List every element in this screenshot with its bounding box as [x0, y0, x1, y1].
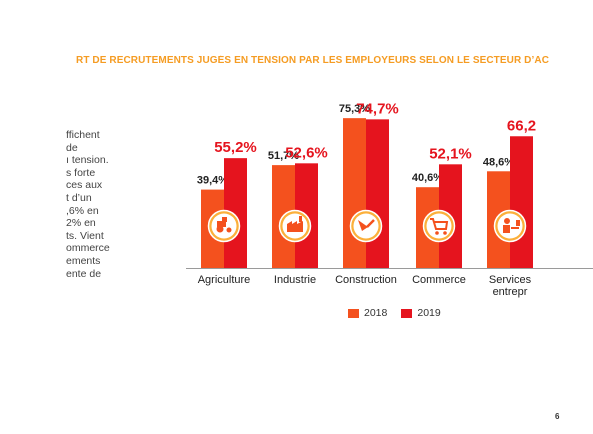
- tractor-wheel: [226, 227, 232, 233]
- tractor-body: [217, 221, 226, 227]
- chart-title: RT DE RECRUTEMENTS JUGÉS EN TENSION PAR …: [76, 55, 550, 66]
- trowel-handle: [366, 219, 375, 228]
- data-label-2019-5: 66,2: [507, 117, 536, 134]
- x-tick-label-2: Industrie: [274, 274, 316, 286]
- side-text-line: s forte: [66, 166, 96, 179]
- trowel-blade: [358, 220, 368, 231]
- factory-icon: [287, 216, 303, 232]
- desk-top: [511, 227, 519, 229]
- side-text-line: ,6% en: [66, 204, 99, 217]
- shopping-cart-icon: [430, 218, 449, 235]
- x-tick-label-5: Services: [489, 274, 532, 286]
- side-text-line: ommerce: [66, 242, 110, 255]
- x-tick-label-1: Agriculture: [198, 274, 251, 286]
- side-text-paragraph: ffichent de ı tension. s forte ces aux t…: [66, 129, 146, 280]
- side-text-line: 2% en: [66, 217, 96, 230]
- worker-head: [504, 218, 510, 224]
- worker-desk-icon: [503, 218, 520, 233]
- tractor-wheel: [216, 225, 224, 233]
- factory-shape: [287, 221, 303, 232]
- data-label-2019-1: 55,2%: [214, 139, 257, 156]
- page-number: 6: [555, 412, 560, 421]
- data-label-2018-3: 75,3%: [339, 103, 370, 115]
- side-text-line: ı tension.: [66, 154, 109, 167]
- side-text-line: de: [66, 141, 78, 154]
- worker-body: [503, 225, 510, 233]
- legend-swatch-2018: [348, 308, 359, 318]
- legend-label-2019: 2019: [417, 307, 441, 319]
- side-text-line: ts. Vient: [66, 229, 104, 242]
- data-label-2018-5: 48,6%: [483, 156, 514, 168]
- x-tick-label-4: Commerce: [412, 274, 466, 286]
- cart-wheel: [435, 231, 439, 235]
- data-label-2019-3: 74,7%: [356, 100, 399, 117]
- x-tick-label-3: Construction: [335, 274, 397, 286]
- cart-wheel: [443, 231, 447, 235]
- side-text-line: ente de: [66, 267, 102, 280]
- x-tick-label-5: entrepr: [493, 286, 528, 298]
- data-label-2018-4: 40,6%: [412, 172, 443, 184]
- side-text-line: ffichent: [66, 129, 100, 141]
- bar-2019-3: [366, 119, 389, 268]
- side-text-line: ements: [66, 254, 101, 267]
- cart-frame: [430, 218, 449, 230]
- legend-swatch-2019: [401, 308, 413, 318]
- trowel-icon: [358, 219, 375, 231]
- tractor-icon: [216, 217, 232, 233]
- tractor-cab: [222, 217, 227, 222]
- icon-inner-4: [426, 213, 452, 239]
- data-label-2019-4: 52,1%: [429, 145, 472, 162]
- side-text-line: ces aux: [66, 179, 103, 192]
- legend-label-2018: 2018: [364, 307, 388, 319]
- factory-chimney: [299, 216, 302, 222]
- bar-2019-5: [510, 136, 533, 268]
- legend-item-2018: 2018: [348, 307, 387, 319]
- data-label-2018-1: 39,4%: [197, 175, 228, 187]
- chart-legend: 2018 2019: [348, 307, 455, 319]
- side-text-line: t d’un: [66, 191, 92, 204]
- desk-monitor: [516, 220, 520, 226]
- data-label-2019-2: 52,6%: [285, 144, 328, 161]
- bar-2018-3: [343, 118, 366, 268]
- data-label-2018-2: 51,7%: [268, 150, 299, 162]
- legend-item-2019: 2019: [401, 307, 441, 319]
